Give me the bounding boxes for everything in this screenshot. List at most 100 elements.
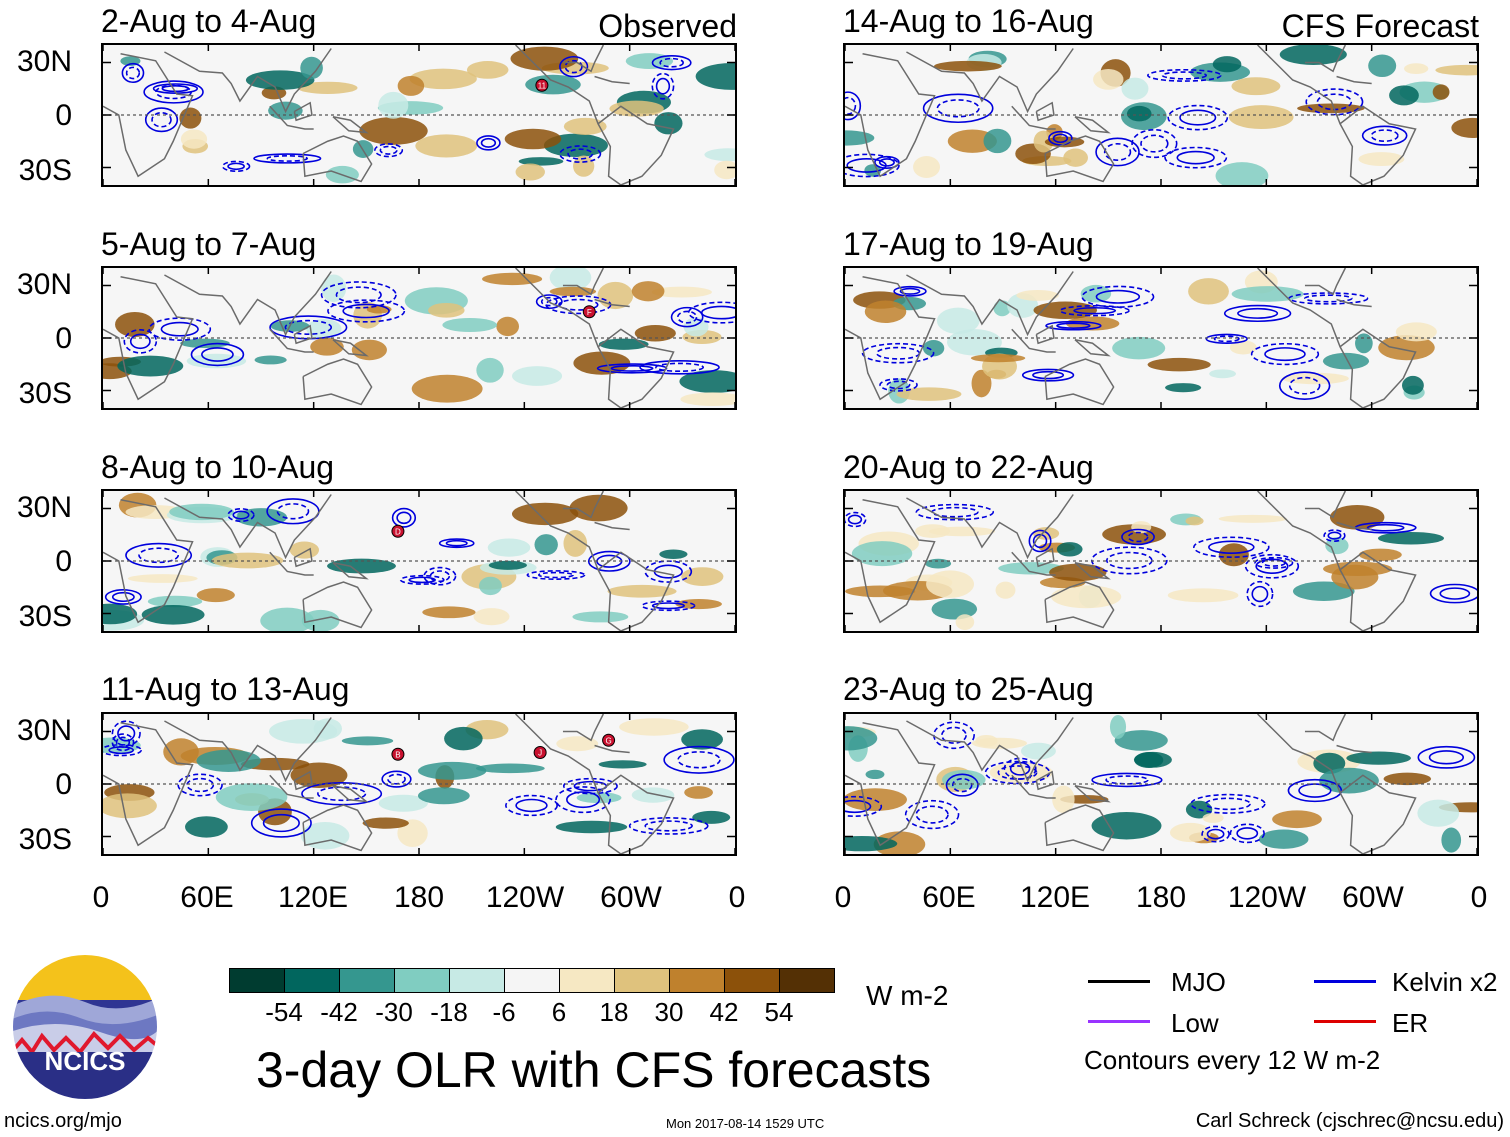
kelvin-contour: [915, 503, 995, 521]
kelvin-contour: [1361, 125, 1408, 146]
olr-anomaly-blob: [117, 355, 184, 377]
coastline: [1074, 339, 1111, 357]
kelvin-contour: [396, 511, 412, 525]
lat-label-30n-3: 30N: [16, 491, 72, 524]
olr-anomaly-blob: [473, 608, 510, 626]
olr-anomaly-blob: [1209, 369, 1237, 379]
olr-anomaly-blob: [651, 286, 712, 298]
olr-anomaly-blob: [845, 726, 878, 751]
legend-kelvin-label: Kelvin x2: [1392, 967, 1498, 997]
olr-anomaly-blob: [1033, 130, 1054, 153]
olr-anomaly-blob: [569, 494, 628, 522]
olr-anomaly-blob: [327, 558, 396, 574]
olr-anomaly-blob: [351, 339, 387, 361]
coastline: [1044, 135, 1115, 183]
coastline: [1339, 551, 1417, 631]
olr-anomaly-blob: [947, 129, 997, 153]
olr-anomaly-blob: [1167, 588, 1239, 603]
kelvin-contour: [399, 574, 445, 585]
olr-anomaly-blob: [321, 274, 347, 303]
kelvin-contour: [111, 733, 135, 752]
kelvin-contour: [559, 55, 589, 78]
olr-anomaly-blob: [680, 392, 735, 407]
lon-label-right-180: 180: [1135, 881, 1187, 914]
storm-marker-label: G: [605, 736, 611, 745]
olr-anomaly-blob: [931, 598, 978, 620]
olr-anomaly-blob: [1441, 827, 1462, 853]
kelvin-contour: [945, 773, 979, 797]
coastline: [164, 717, 332, 783]
kelvin-contour: [1323, 529, 1346, 542]
olr-anomaly-blob: [1185, 516, 1204, 526]
coastline: [269, 328, 314, 353]
kelvin-contour: [438, 538, 475, 549]
lon-label-left-120e: 120E: [277, 881, 349, 914]
olr-anomaly-blob: [1258, 829, 1309, 849]
logo-text: NCICS: [45, 1046, 126, 1076]
map-panel-obs-1: 11: [101, 43, 737, 187]
lat-label-30s-1: 30S: [18, 154, 72, 187]
olr-anomaly-blob: [681, 729, 723, 750]
olr-anomaly-blob: [983, 128, 1012, 154]
coastline: [1011, 774, 1056, 799]
olr-anomaly-blob: [631, 281, 665, 302]
lat-label-30s-4: 30S: [18, 823, 72, 856]
olr-anomaly-blob: [169, 503, 234, 521]
olr-anomaly-blob: [1355, 333, 1373, 354]
kelvin-contour: [845, 96, 857, 115]
olr-anomaly-blob: [1188, 278, 1229, 305]
kelvin-contour: [301, 781, 383, 806]
olr-anomaly-blob: [1121, 77, 1149, 100]
olr-anomaly-blob: [597, 281, 634, 310]
coastline: [1074, 785, 1111, 803]
olr-anomaly-blob: [1218, 543, 1249, 567]
kelvin-contour: [558, 298, 599, 311]
panel-title-fc-3: 20-Aug to 22-Aug: [843, 449, 1094, 485]
kelvin-contour: [1255, 558, 1289, 574]
olr-anomaly-blob: [845, 788, 907, 812]
coastline: [293, 547, 313, 568]
coastline: [1035, 770, 1055, 791]
kelvin-contour: [1428, 750, 1465, 765]
lon-label-right-60e: 60E: [922, 881, 976, 914]
kelvin-contour: [1164, 146, 1228, 169]
kelvin-contour: [1236, 827, 1259, 840]
coastline: [1257, 45, 1364, 185]
kelvin-contour: [155, 84, 193, 100]
kelvin-contour: [566, 791, 601, 809]
coastline: [906, 717, 1074, 783]
kelvin-contour: [262, 813, 300, 833]
map-svg-obs-4: B J G: [103, 714, 735, 854]
colorbar-swatch: [284, 968, 340, 993]
olr-anomaly-blob: [556, 736, 599, 752]
kelvin-contour: [148, 317, 212, 341]
olr-anomaly-blob: [971, 737, 1027, 749]
olr-anomaly-blob: [1417, 799, 1460, 827]
footer-url[interactable]: ncics.org/mjo: [4, 1110, 122, 1132]
kelvin-contour: [655, 362, 705, 373]
olr-anomaly-blob: [1272, 810, 1322, 829]
olr-anomaly-blob: [1389, 85, 1419, 106]
kelvin-contour: [327, 299, 406, 323]
kelvin-contour: [1032, 370, 1065, 380]
coastline: [1304, 268, 1347, 296]
olr-anomaly-blob: [1346, 751, 1411, 765]
olr-anomaly-blob: [147, 595, 203, 608]
olr-anomaly-blob: [1297, 103, 1365, 114]
colorbar-tick-label: 6: [551, 997, 567, 1027]
olr-anomaly-blob: [634, 324, 676, 342]
coastline: [1011, 551, 1056, 576]
kelvin-contour: [1439, 587, 1471, 600]
map-panel-obs-3: D: [101, 489, 737, 633]
kelvin-contour: [847, 514, 863, 525]
legend-er-label: ER: [1392, 1008, 1429, 1038]
kelvin-contour: [125, 542, 193, 568]
olr-anomaly-blob: [913, 156, 941, 178]
coastline: [103, 276, 194, 401]
coastline: [1044, 804, 1115, 852]
olr-anomaly-blob: [1215, 162, 1269, 185]
footer-credit[interactable]: Carl Schreck (cjschrec@ncsu.edu): [1195, 1110, 1504, 1132]
kelvin-contour: [111, 591, 135, 603]
olr-anomaly-blob: [572, 611, 629, 623]
olr-anomaly-blob: [1051, 585, 1122, 609]
